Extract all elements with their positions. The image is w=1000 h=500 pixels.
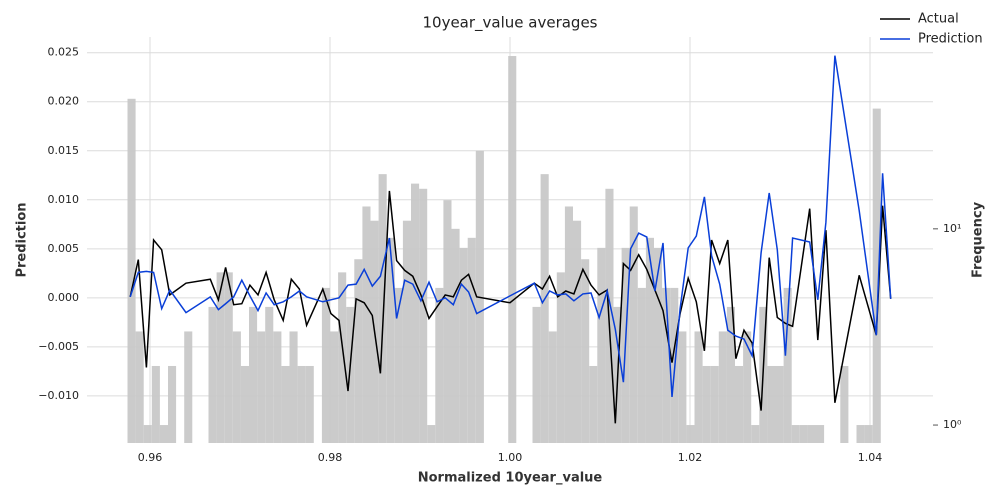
histogram-bar	[710, 365, 719, 443]
histogram-bar	[735, 365, 744, 443]
histogram-bar	[840, 365, 849, 443]
histogram-bar	[816, 425, 825, 443]
histogram-bar	[240, 365, 249, 443]
y-tick-label: −0.010	[38, 389, 79, 402]
histogram-bar	[872, 108, 881, 444]
histogram-bar	[799, 425, 808, 443]
y-tick-label: 0.010	[48, 193, 80, 206]
histogram-bar	[362, 206, 371, 443]
histogram-bar	[257, 331, 266, 443]
histogram-bar	[662, 287, 671, 443]
histogram-bar	[305, 365, 314, 443]
histogram-bar	[330, 331, 339, 443]
x-tick-label: 1.04	[858, 451, 883, 464]
histogram-bar	[273, 331, 282, 443]
histogram-bar	[751, 425, 760, 443]
histogram-bar	[694, 331, 703, 443]
histogram-bar	[281, 365, 290, 443]
histogram-bar	[556, 272, 565, 443]
histogram-bar	[807, 425, 816, 443]
y-tick-label: 0.020	[48, 95, 80, 108]
histogram-bar	[378, 174, 387, 443]
histogram-bar	[581, 259, 590, 443]
histogram-bar	[427, 425, 436, 443]
y-tick-label: 0.005	[48, 242, 80, 255]
histogram-bar	[864, 425, 873, 443]
histogram-bar	[573, 220, 582, 443]
y2-tick-label: 10¹	[943, 222, 961, 235]
histogram-bar	[686, 425, 695, 443]
histogram-bar	[411, 183, 420, 443]
histogram-bar	[151, 365, 160, 443]
histogram-bar	[386, 237, 395, 443]
x-tick-label: 0.96	[138, 451, 163, 464]
histogram-bar	[402, 220, 411, 443]
histogram-bar	[775, 365, 784, 443]
x-tick-label: 1.02	[678, 451, 703, 464]
histogram-bar	[726, 306, 735, 443]
histogram-bar	[767, 365, 776, 443]
y2-tick-label: 10⁰	[943, 418, 962, 431]
histogram-bar	[289, 331, 298, 443]
histogram-bar	[159, 425, 168, 443]
line-series	[129, 55, 892, 397]
histogram-bar	[540, 174, 549, 443]
histogram-bar	[394, 287, 403, 443]
histogram-bar	[321, 287, 330, 443]
histogram-bar	[127, 98, 136, 443]
histogram-bar	[459, 247, 468, 443]
histogram-bar	[629, 206, 638, 443]
histogram-bar	[564, 206, 573, 443]
chart-title: 10year_value averages	[422, 14, 597, 33]
histogram-bar	[265, 306, 274, 443]
histogram-bar	[184, 331, 193, 443]
line-series	[129, 190, 892, 424]
histogram-bar	[783, 287, 792, 443]
y-tick-label: 0.025	[48, 46, 80, 59]
histogram-bar	[654, 247, 663, 443]
y-tick-label: 0.015	[48, 144, 80, 157]
histogram-bar	[354, 259, 363, 443]
x-axis-label: Normalized 10year_value	[418, 471, 603, 486]
histogram-bar	[532, 306, 541, 443]
histogram-bar	[645, 237, 654, 443]
histogram-bar	[338, 272, 347, 443]
histogram-bar	[718, 331, 727, 443]
histogram-bar	[597, 247, 606, 443]
histogram-bar	[224, 272, 233, 443]
histogram-bar	[467, 237, 476, 443]
histogram-bar	[743, 331, 752, 443]
histogram-bar	[249, 306, 258, 443]
histogram-bar	[168, 365, 177, 443]
x-tick-label: 1.00	[498, 451, 523, 464]
y-tick-label: −0.005	[38, 340, 79, 353]
y-tick-label: 0.000	[48, 291, 80, 304]
y-axis-label: Prediction	[15, 202, 30, 277]
histogram-bar	[443, 200, 452, 443]
histogram-bar	[791, 425, 800, 443]
histogram-bar	[135, 331, 144, 443]
histogram-bar	[702, 365, 711, 443]
legend-label: Actual	[918, 12, 959, 27]
histogram-bar	[346, 306, 355, 443]
y2-axis-label: Frequency	[971, 201, 986, 278]
histogram-bar	[451, 228, 460, 443]
histogram-bar	[435, 287, 444, 443]
histogram-bar	[216, 272, 225, 443]
histogram-bar	[856, 425, 865, 443]
histogram-bar	[637, 287, 646, 443]
histogram-bar	[297, 365, 306, 443]
histogram-bar	[232, 331, 241, 443]
histogram-bar	[589, 365, 598, 443]
legend-label: Prediction	[918, 32, 983, 47]
x-tick-label: 0.98	[318, 451, 343, 464]
histogram-bar	[208, 306, 217, 443]
histogram-bar	[508, 56, 517, 443]
histogram-bar	[419, 188, 428, 443]
histogram-bar	[678, 331, 687, 443]
histogram-bar	[143, 425, 152, 443]
histogram-bar	[548, 331, 557, 443]
